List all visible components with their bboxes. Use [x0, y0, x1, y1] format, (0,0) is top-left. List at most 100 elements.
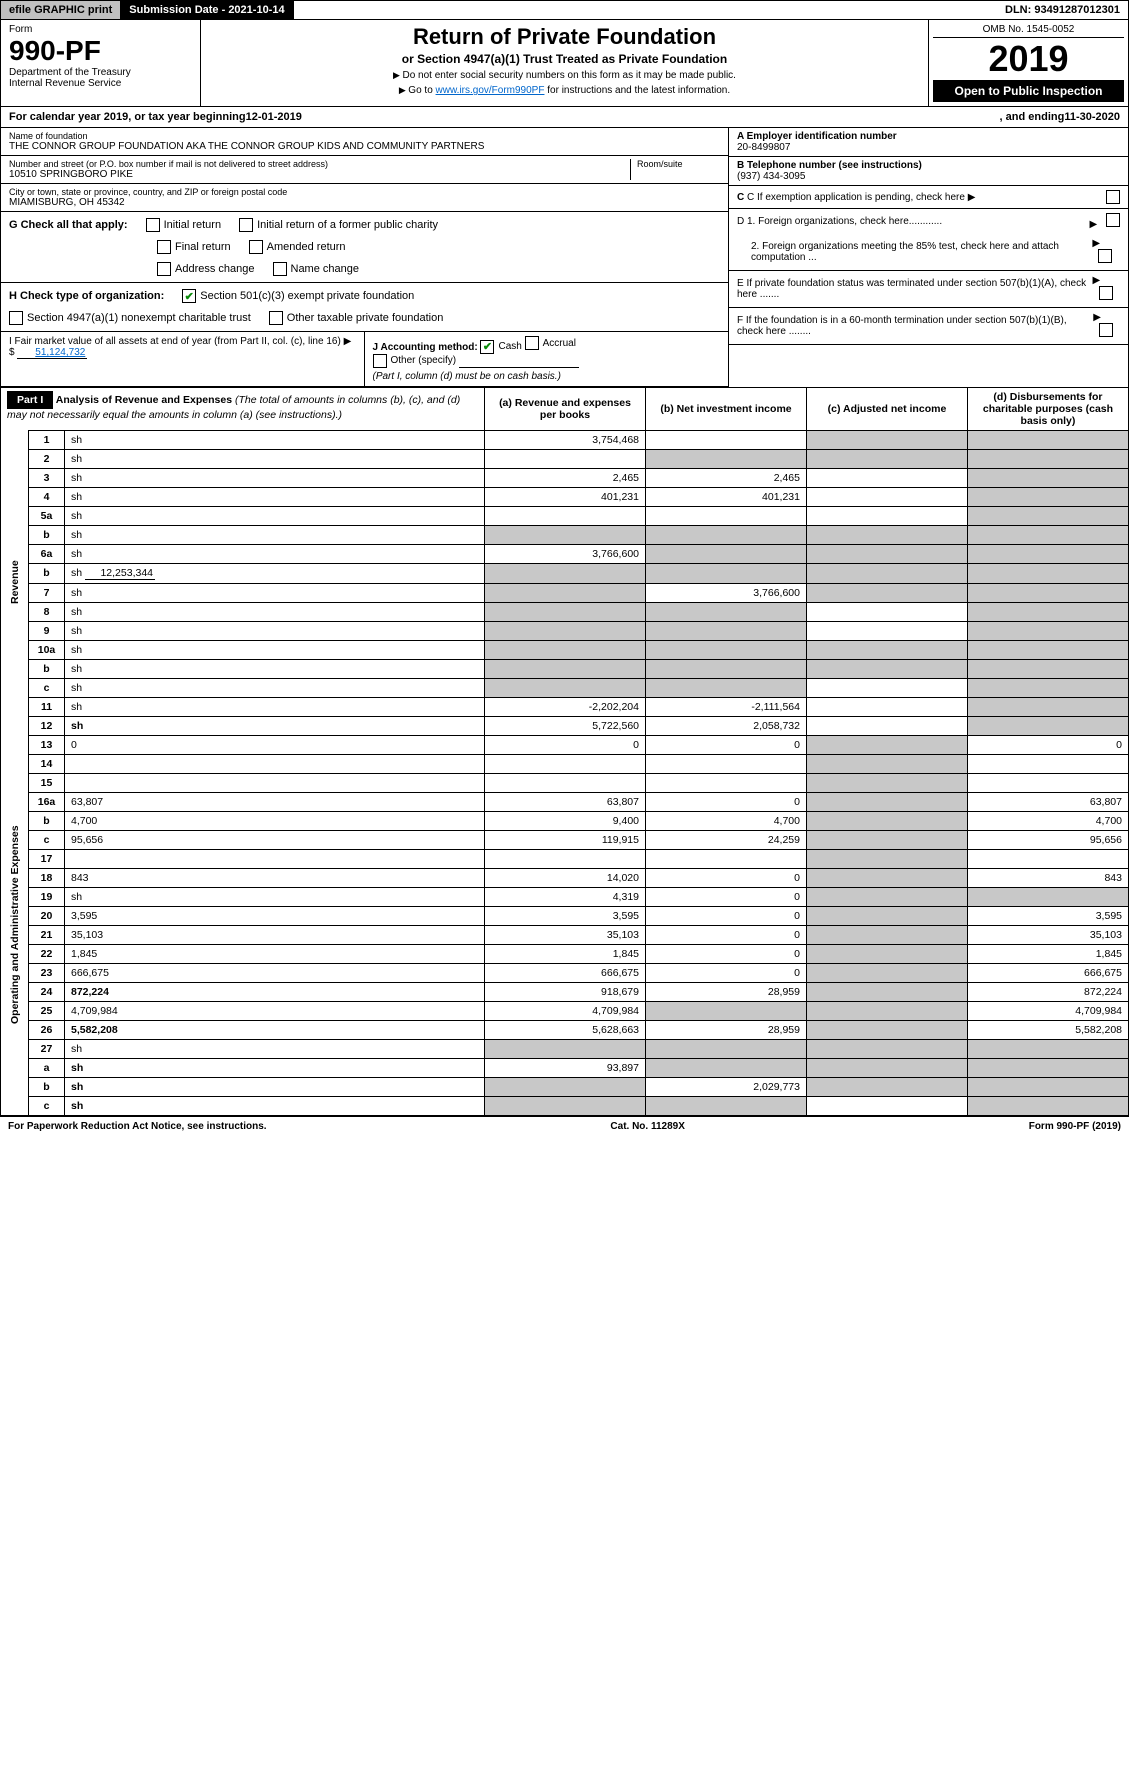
- line-number: 15: [29, 773, 65, 792]
- header-center: Return of Private Foundation or Section …: [201, 20, 928, 106]
- table-row: bsh: [1, 525, 1129, 544]
- value-cell: [806, 506, 967, 525]
- g-initial-public-checkbox[interactable]: [239, 218, 253, 232]
- line-description: sh: [65, 1058, 485, 1077]
- city-cell: City or town, state or province, country…: [1, 184, 728, 212]
- e-checkbox[interactable]: [1099, 286, 1113, 300]
- value-cell: [485, 449, 646, 468]
- table-row: 7sh3,766,600: [1, 583, 1129, 602]
- g-final-return-checkbox[interactable]: [157, 240, 171, 254]
- j-other-checkbox[interactable]: [373, 354, 387, 368]
- h-501c3-checkbox[interactable]: [182, 289, 196, 303]
- value-cell: 4,319: [485, 887, 646, 906]
- value-cell: [485, 602, 646, 621]
- value-cell: 2,465: [485, 468, 646, 487]
- c-checkbox[interactable]: [1106, 190, 1120, 204]
- table-row: 27sh: [1, 1039, 1129, 1058]
- line-description: 4,709,984: [65, 1001, 485, 1020]
- j-other-input[interactable]: [459, 367, 579, 368]
- part1-table: Part I Analysis of Revenue and Expenses …: [0, 387, 1129, 1116]
- header-note-1: Do not enter social security numbers on …: [209, 70, 920, 81]
- line-number: c: [29, 830, 65, 849]
- value-cell: [806, 602, 967, 621]
- line-description: [65, 849, 485, 868]
- g-address-change-checkbox[interactable]: [157, 262, 171, 276]
- value-cell: [967, 468, 1128, 487]
- line-number: 4: [29, 487, 65, 506]
- value-cell: 2,465: [646, 468, 807, 487]
- line-number: 24: [29, 982, 65, 1001]
- fmv-value-link[interactable]: 51,124,732: [17, 347, 87, 359]
- value-cell: [485, 621, 646, 640]
- value-cell: [806, 1096, 967, 1115]
- value-cell: 4,700: [646, 811, 807, 830]
- value-cell: [806, 868, 967, 887]
- efile-print-button[interactable]: efile GRAPHIC print: [1, 1, 121, 19]
- value-cell: 0: [485, 735, 646, 754]
- line-description: 1,845: [65, 944, 485, 963]
- table-row: 16a63,80763,807063,807: [1, 792, 1129, 811]
- value-cell: 3,595: [967, 906, 1128, 925]
- entity-info: Name of foundation THE CONNOR GROUP FOUN…: [0, 128, 1129, 387]
- irs-label: Internal Revenue Service: [9, 78, 192, 89]
- table-row: csh: [1, 1096, 1129, 1115]
- value-cell: 0: [646, 868, 807, 887]
- header-left: Form 990-PF Department of the Treasury I…: [1, 20, 201, 106]
- line-number: 11: [29, 697, 65, 716]
- j-note: (Part I, column (d) must be on cash basi…: [373, 371, 561, 382]
- value-cell: 0: [646, 792, 807, 811]
- value-cell: [485, 640, 646, 659]
- table-row: 254,709,9844,709,9844,709,984: [1, 1001, 1129, 1020]
- j-accrual-checkbox[interactable]: [525, 336, 539, 350]
- g-amended-return-checkbox[interactable]: [249, 240, 263, 254]
- j-cash-checkbox[interactable]: [480, 340, 494, 354]
- line-number: a: [29, 1058, 65, 1077]
- top-bar: efile GRAPHIC print Submission Date - 20…: [0, 0, 1129, 20]
- value-cell: [806, 544, 967, 563]
- revenue-side-label: Revenue: [1, 430, 29, 735]
- value-cell: 5,628,663: [485, 1020, 646, 1039]
- value-cell: [485, 583, 646, 602]
- value-cell: 0: [646, 944, 807, 963]
- value-cell: 3,754,468: [485, 430, 646, 449]
- line-description: 63,807: [65, 792, 485, 811]
- g-initial-return-checkbox[interactable]: [146, 218, 160, 232]
- value-cell: 5,722,560: [485, 716, 646, 735]
- value-cell: [806, 849, 967, 868]
- line-description: sh: [65, 602, 485, 621]
- value-cell: [967, 659, 1128, 678]
- part1-badge: Part I: [7, 391, 53, 409]
- line-number: 18: [29, 868, 65, 887]
- h-4947-checkbox[interactable]: [9, 311, 23, 325]
- table-row: 3sh2,4652,465: [1, 468, 1129, 487]
- f-checkbox[interactable]: [1099, 323, 1113, 337]
- col-d-header: (d) Disbursements for charitable purpose…: [967, 387, 1128, 430]
- value-cell: [967, 621, 1128, 640]
- d1-checkbox[interactable]: [1106, 213, 1120, 227]
- value-cell: [806, 1039, 967, 1058]
- table-row: 17: [1, 849, 1129, 868]
- irs-link[interactable]: www.irs.gov/Form990PF: [436, 85, 545, 96]
- value-cell: [967, 583, 1128, 602]
- table-row: 4sh401,231401,231: [1, 487, 1129, 506]
- table-row: 1884314,0200843: [1, 868, 1129, 887]
- h-other-checkbox[interactable]: [269, 311, 283, 325]
- value-cell: [806, 487, 967, 506]
- value-cell: 5,582,208: [967, 1020, 1128, 1039]
- value-cell: 0: [646, 887, 807, 906]
- value-cell: [485, 659, 646, 678]
- i-label: I Fair market value of all assets at end…: [9, 336, 341, 347]
- line-number: 22: [29, 944, 65, 963]
- g-name-change-checkbox[interactable]: [273, 262, 287, 276]
- value-cell: [806, 583, 967, 602]
- line-description: 3,595: [65, 906, 485, 925]
- value-cell: [646, 1096, 807, 1115]
- line-number: 20: [29, 906, 65, 925]
- value-cell: [967, 678, 1128, 697]
- value-cell: [485, 849, 646, 868]
- line-number: 5a: [29, 506, 65, 525]
- value-cell: 872,224: [967, 982, 1128, 1001]
- d2-checkbox[interactable]: [1098, 249, 1112, 263]
- value-cell: 3,766,600: [485, 544, 646, 563]
- d2-row: 2. Foreign organizations meeting the 85%…: [729, 234, 1128, 271]
